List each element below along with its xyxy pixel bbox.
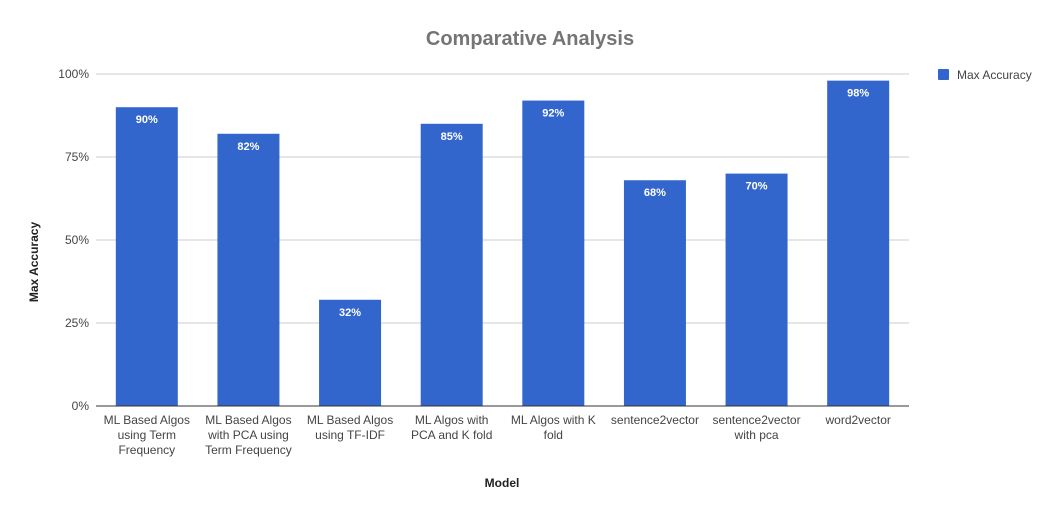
x-tick-label-line: with PCA using	[207, 428, 289, 442]
x-tick-label-line: Term Frequency	[205, 443, 292, 457]
x-tick-label-line: word2vector	[825, 413, 891, 427]
x-tick-label-line: ML Based Algos	[307, 413, 393, 427]
x-tick-label-line: ML Based Algos	[104, 413, 190, 427]
data-labels: 90% 82% 32% 85% 92% 68% 70% 98%	[136, 88, 870, 319]
y-tick-label: 50%	[65, 233, 89, 247]
bar	[217, 133, 280, 406]
legend-swatch	[938, 69, 949, 80]
legend-label: Max Accuracy	[957, 68, 1032, 82]
x-tick-label-line: using TF-IDF	[315, 428, 385, 442]
x-tick-label-line: ML Algos with	[415, 413, 489, 427]
bar	[420, 123, 483, 407]
x-tick-label: word2vector	[825, 413, 891, 427]
x-tick-label-line: sentence2vector	[611, 413, 699, 427]
data-label: 70%	[746, 181, 768, 193]
bar	[623, 180, 686, 406]
chart-title: Comparative Analysis	[426, 28, 634, 50]
y-axis-title: Max Accuracy	[27, 222, 41, 303]
x-tick-label-line: using Term	[118, 428, 176, 442]
data-label: 85%	[441, 131, 463, 143]
x-tick-label-line: with pca	[734, 428, 779, 442]
x-tick-label: ML Based Algos using Term Frequency	[104, 413, 190, 457]
x-tick-label-line: fold	[544, 428, 563, 442]
bar	[115, 107, 178, 406]
x-tick-label-line: ML Based Algos	[205, 413, 291, 427]
data-label: 32%	[339, 307, 361, 319]
y-tick-label: 25%	[65, 316, 89, 330]
bar	[522, 100, 585, 406]
x-tick-label: ML Based Algos with PCA using Term Frequen…	[205, 413, 292, 457]
x-axis-title: Model	[485, 476, 520, 490]
x-tick-label-line: Frequency	[118, 443, 175, 457]
data-label: 90%	[136, 114, 158, 126]
x-tick-label-line: sentence2vector	[713, 413, 801, 427]
x-tick-label: ML Algos with PCA and K fold	[411, 413, 492, 442]
axes: 0%25%50%75%100%ML Based Algos using Term F…	[58, 67, 909, 457]
x-tick-label: sentence2vector with pca	[713, 413, 801, 442]
x-tick-label-line: PCA and K fold	[411, 428, 492, 442]
x-tick-label-line: ML Algos with K	[511, 413, 596, 427]
data-label: 98%	[847, 88, 869, 100]
data-label: 68%	[644, 187, 666, 199]
x-tick-label: ML Based Algos using TF-IDF	[307, 413, 393, 442]
y-tick-label: 75%	[65, 150, 89, 164]
legend: Max Accuracy	[938, 68, 1032, 82]
bar	[827, 80, 890, 406]
bar	[725, 173, 788, 406]
data-label: 82%	[237, 141, 259, 153]
y-tick-label: 0%	[72, 399, 90, 413]
bars	[115, 80, 890, 407]
y-tick-label: 100%	[58, 67, 89, 81]
data-label: 92%	[542, 108, 564, 120]
bar	[319, 299, 382, 406]
x-tick-label: sentence2vector	[611, 413, 699, 427]
